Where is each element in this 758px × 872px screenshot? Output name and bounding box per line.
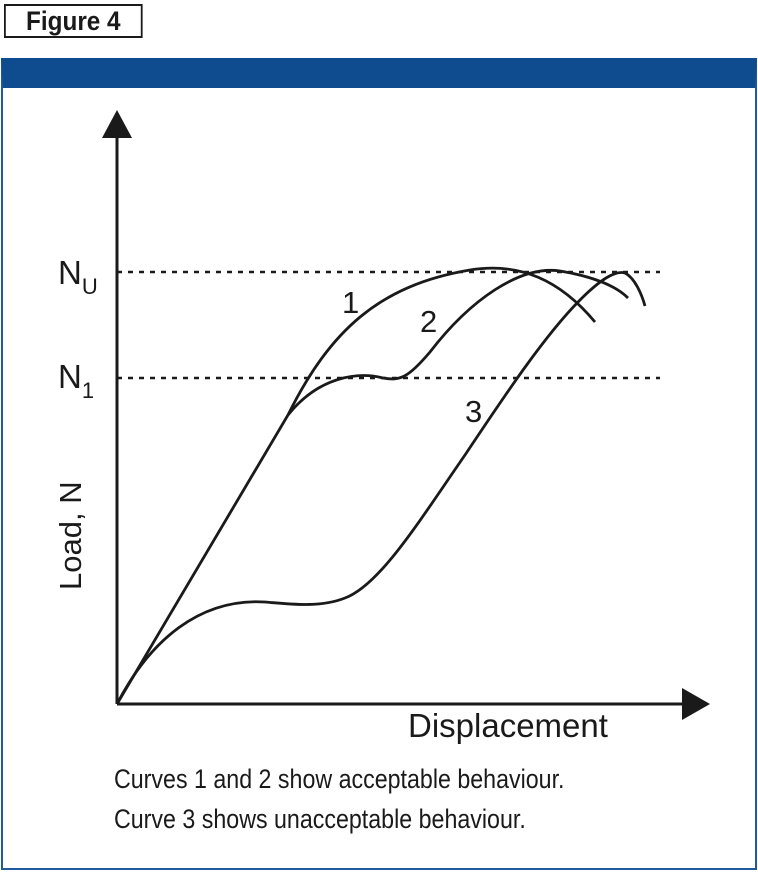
caption-line-2: Curve 3 shows unacceptable behaviour. <box>114 804 526 834</box>
figure-label: Figure 4 <box>4 4 143 38</box>
curve-3-label: 3 <box>465 394 482 429</box>
caption-line-1: Curves 1 and 2 show acceptable behaviour… <box>114 764 565 794</box>
figure-frame <box>1 58 757 870</box>
curve-1-label: 1 <box>342 285 359 320</box>
nu-label: NU <box>58 254 98 299</box>
x-axis-arrow-icon <box>682 688 710 720</box>
curve-2-label: 2 <box>420 304 437 339</box>
curve-3 <box>115 271 647 705</box>
y-axis-arrow-icon <box>102 110 132 138</box>
y-axis-label: Load, N <box>53 481 88 590</box>
curve-1 <box>115 266 597 705</box>
x-axis-label: Displacement <box>408 707 608 744</box>
n1-label: N1 <box>58 358 94 403</box>
curve-2 <box>286 268 629 416</box>
